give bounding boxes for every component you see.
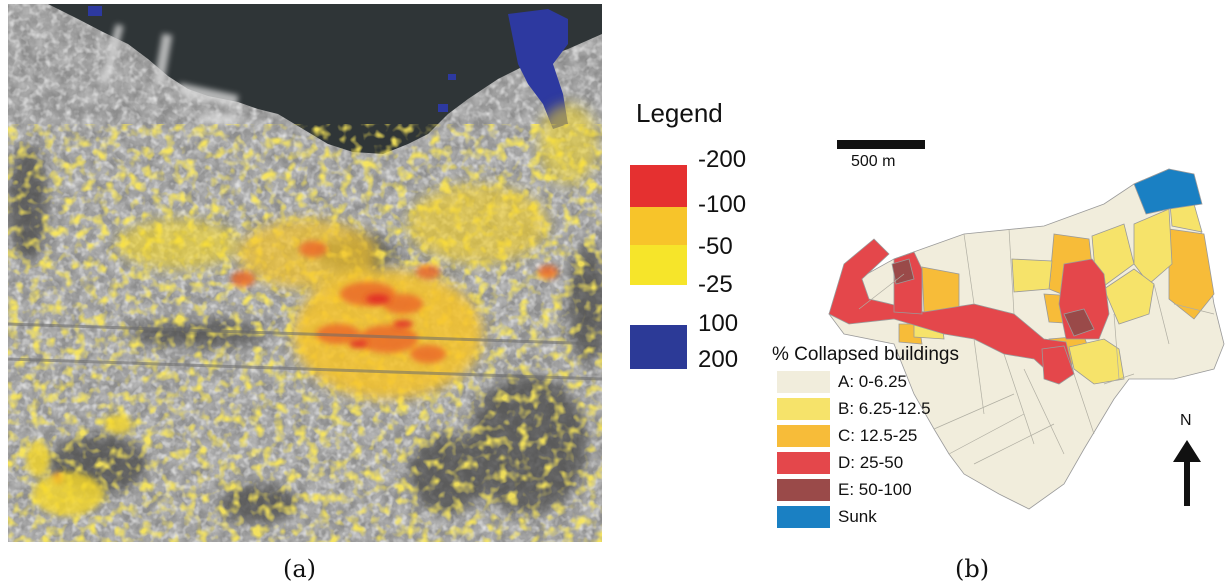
positive-change-areas	[88, 6, 568, 129]
caption-a: (a)	[283, 555, 317, 583]
legend-a-swatch-yellow	[630, 245, 687, 285]
collapse-map	[828, 168, 1225, 510]
legend-b-swatch-c	[777, 425, 830, 447]
scale-bar-label: 500 m	[851, 153, 896, 170]
sea-area	[48, 4, 602, 154]
sar-change-map	[8, 4, 602, 542]
sunk-zone	[1133, 168, 1203, 215]
legend-a-value: 100	[698, 310, 739, 337]
legend-b-label: A: 0-6.25	[838, 372, 907, 391]
legend-b-swatch-b	[777, 398, 830, 420]
legend-a-swatch-blue	[630, 325, 687, 369]
legend-b-label: D: 25-50	[838, 453, 904, 472]
legend-a-value: -200	[698, 146, 747, 173]
legend-b-label: Sunk	[838, 507, 877, 526]
legend-a-value: -50	[698, 233, 733, 260]
legend-b-swatch-a	[777, 371, 830, 393]
north-arrow-icon	[1173, 440, 1201, 506]
legend-b-label: C: 12.5-25	[838, 426, 918, 445]
legend-b-label: B: 6.25-12.5	[838, 399, 931, 418]
legend-b-label: E: 50-100	[838, 480, 912, 499]
legend-a-title: Legend	[636, 98, 723, 128]
legend-a-value: -25	[698, 271, 733, 298]
legend-b-swatch-d	[777, 452, 830, 474]
legend-a-swatch-red	[630, 165, 687, 207]
legend-a-swatch-orange	[630, 207, 687, 245]
legend-a-value: -100	[698, 191, 747, 218]
north-label: N	[1180, 412, 1192, 429]
legend-b-swatch-e	[777, 479, 830, 501]
caption-b: (b)	[955, 555, 990, 583]
scale-bar	[837, 140, 925, 149]
legend-b-title: % Collapsed buildings	[772, 344, 959, 365]
legend-b-swatch-sunk	[777, 506, 830, 528]
legend-a-value: 200	[698, 346, 739, 373]
